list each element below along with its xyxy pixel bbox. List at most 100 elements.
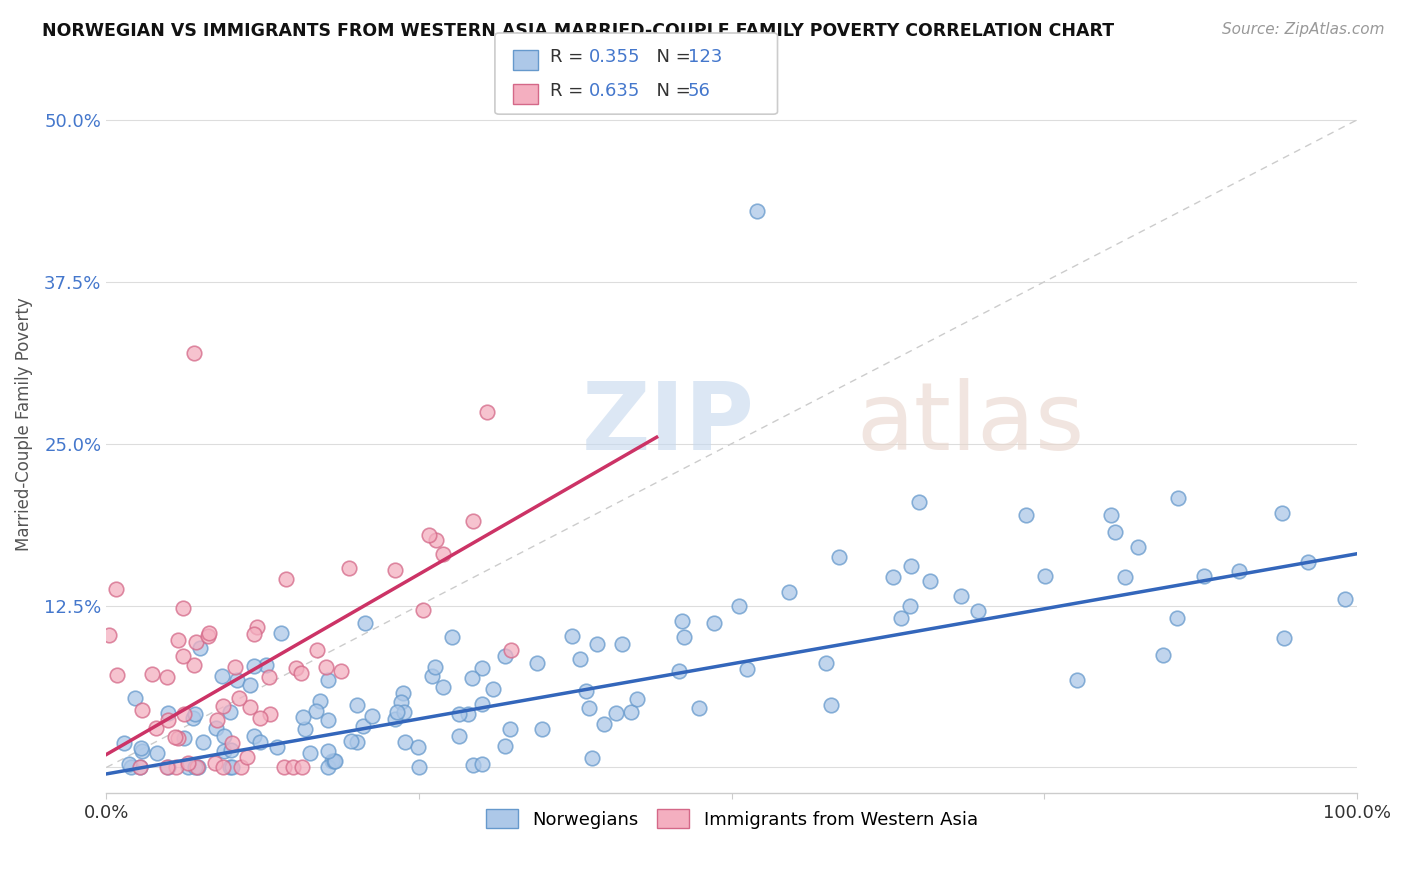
Point xyxy=(145,747,167,761)
Point xyxy=(1272,631,1295,645)
Text: N =: N = xyxy=(645,82,697,100)
Point xyxy=(1192,569,1215,583)
Point xyxy=(184,635,207,649)
Point xyxy=(131,744,153,758)
Text: Source: ZipAtlas.com: Source: ZipAtlas.com xyxy=(1222,22,1385,37)
Point xyxy=(418,528,440,542)
Point xyxy=(309,694,332,708)
Point xyxy=(156,760,179,774)
Point xyxy=(668,664,690,678)
Point xyxy=(187,760,209,774)
Point xyxy=(340,733,363,747)
Point xyxy=(1104,524,1126,539)
Point xyxy=(900,559,922,574)
Point xyxy=(1099,508,1122,522)
Point xyxy=(156,670,179,684)
Text: NORWEGIAN VS IMMIGRANTS FROM WESTERN ASIA MARRIED-COUPLE FAMILY POVERTY CORRELAT: NORWEGIAN VS IMMIGRANTS FROM WESTERN ASI… xyxy=(42,22,1115,40)
Point xyxy=(440,630,463,644)
Point xyxy=(129,741,152,756)
Point xyxy=(183,760,205,774)
Point xyxy=(318,760,340,774)
Point xyxy=(285,661,308,675)
Point xyxy=(408,760,430,774)
Point xyxy=(727,599,749,614)
Point xyxy=(173,707,195,722)
Point xyxy=(120,760,142,774)
Point xyxy=(394,706,416,720)
Point xyxy=(908,495,931,509)
Point xyxy=(219,760,242,774)
Point xyxy=(239,699,262,714)
Point xyxy=(316,713,339,727)
Point xyxy=(246,620,269,634)
Point xyxy=(526,656,548,670)
Text: 56: 56 xyxy=(688,82,710,100)
Point xyxy=(156,713,179,727)
Point xyxy=(224,660,246,674)
Point xyxy=(671,615,693,629)
Point xyxy=(360,709,382,723)
Point xyxy=(745,203,768,218)
Point xyxy=(703,616,725,631)
Point xyxy=(471,757,494,772)
Point xyxy=(561,629,583,643)
Point xyxy=(165,760,187,774)
Point xyxy=(212,760,235,774)
Point xyxy=(254,658,277,673)
Point xyxy=(920,574,942,589)
Point xyxy=(735,662,758,676)
Point xyxy=(447,730,470,744)
Point xyxy=(346,735,368,749)
Text: 0.355: 0.355 xyxy=(589,48,641,66)
Point xyxy=(219,743,242,757)
Point xyxy=(129,760,152,774)
Point xyxy=(463,758,485,772)
Text: R =: R = xyxy=(550,82,589,100)
Point xyxy=(568,652,591,666)
Text: 123: 123 xyxy=(688,48,721,66)
Point xyxy=(243,659,266,673)
Point xyxy=(236,750,259,764)
Point xyxy=(337,561,360,575)
Point xyxy=(191,734,214,748)
Point xyxy=(128,760,150,774)
Point xyxy=(612,637,634,651)
Point xyxy=(586,637,609,651)
Point xyxy=(177,756,200,770)
Text: N =: N = xyxy=(645,48,697,66)
Point xyxy=(578,701,600,715)
Point xyxy=(346,698,368,713)
Point xyxy=(238,678,260,692)
Point xyxy=(305,705,328,719)
Point xyxy=(423,660,446,674)
Point xyxy=(530,723,553,737)
Point xyxy=(316,673,339,688)
Point xyxy=(181,711,204,725)
Point xyxy=(188,640,211,655)
Point xyxy=(156,760,179,774)
Point xyxy=(482,681,505,696)
Point xyxy=(1227,564,1250,578)
Point xyxy=(605,706,627,720)
Point xyxy=(145,721,167,735)
Point xyxy=(815,656,838,670)
Point xyxy=(620,705,643,719)
Point xyxy=(1126,540,1149,554)
Point xyxy=(204,721,226,735)
Point xyxy=(1298,555,1320,569)
Point xyxy=(461,515,484,529)
Point xyxy=(1334,592,1357,607)
Point xyxy=(172,648,194,663)
Point xyxy=(461,671,484,685)
Point xyxy=(214,729,236,743)
Point xyxy=(387,705,409,719)
Point xyxy=(281,760,304,774)
Point xyxy=(173,731,195,745)
Point xyxy=(211,698,233,713)
Point xyxy=(259,707,281,722)
Point xyxy=(471,661,494,675)
Point xyxy=(389,695,412,709)
Point xyxy=(593,717,616,731)
Point xyxy=(672,630,695,644)
Text: ZIP: ZIP xyxy=(582,378,755,470)
